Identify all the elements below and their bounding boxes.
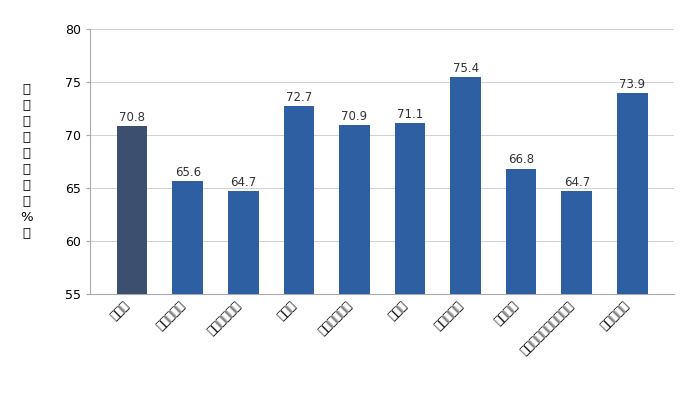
Text: 75.4: 75.4 [452,62,479,75]
Text: 71.1: 71.1 [397,108,423,121]
Bar [450,78,481,408]
Bar [617,93,648,408]
Bar [172,181,203,408]
Bar [562,191,592,408]
Y-axis label: 男
女
の
賞
金
格
差
（
%
）: 男 女 の 賞 金 格 差 （ % ） [20,83,33,239]
Text: 64.7: 64.7 [230,176,256,189]
Text: 72.7: 72.7 [286,91,312,104]
Text: 73.9: 73.9 [619,78,646,91]
Text: 66.8: 66.8 [508,153,534,166]
Text: 70.9: 70.9 [341,110,368,123]
Text: 64.7: 64.7 [564,176,590,189]
Bar [284,106,314,408]
Text: 70.8: 70.8 [119,111,145,124]
Text: 65.6: 65.6 [174,166,201,179]
Bar [506,169,537,408]
Bar [395,123,425,408]
Bar [228,191,259,408]
Bar [117,126,147,408]
Bar [339,125,370,408]
